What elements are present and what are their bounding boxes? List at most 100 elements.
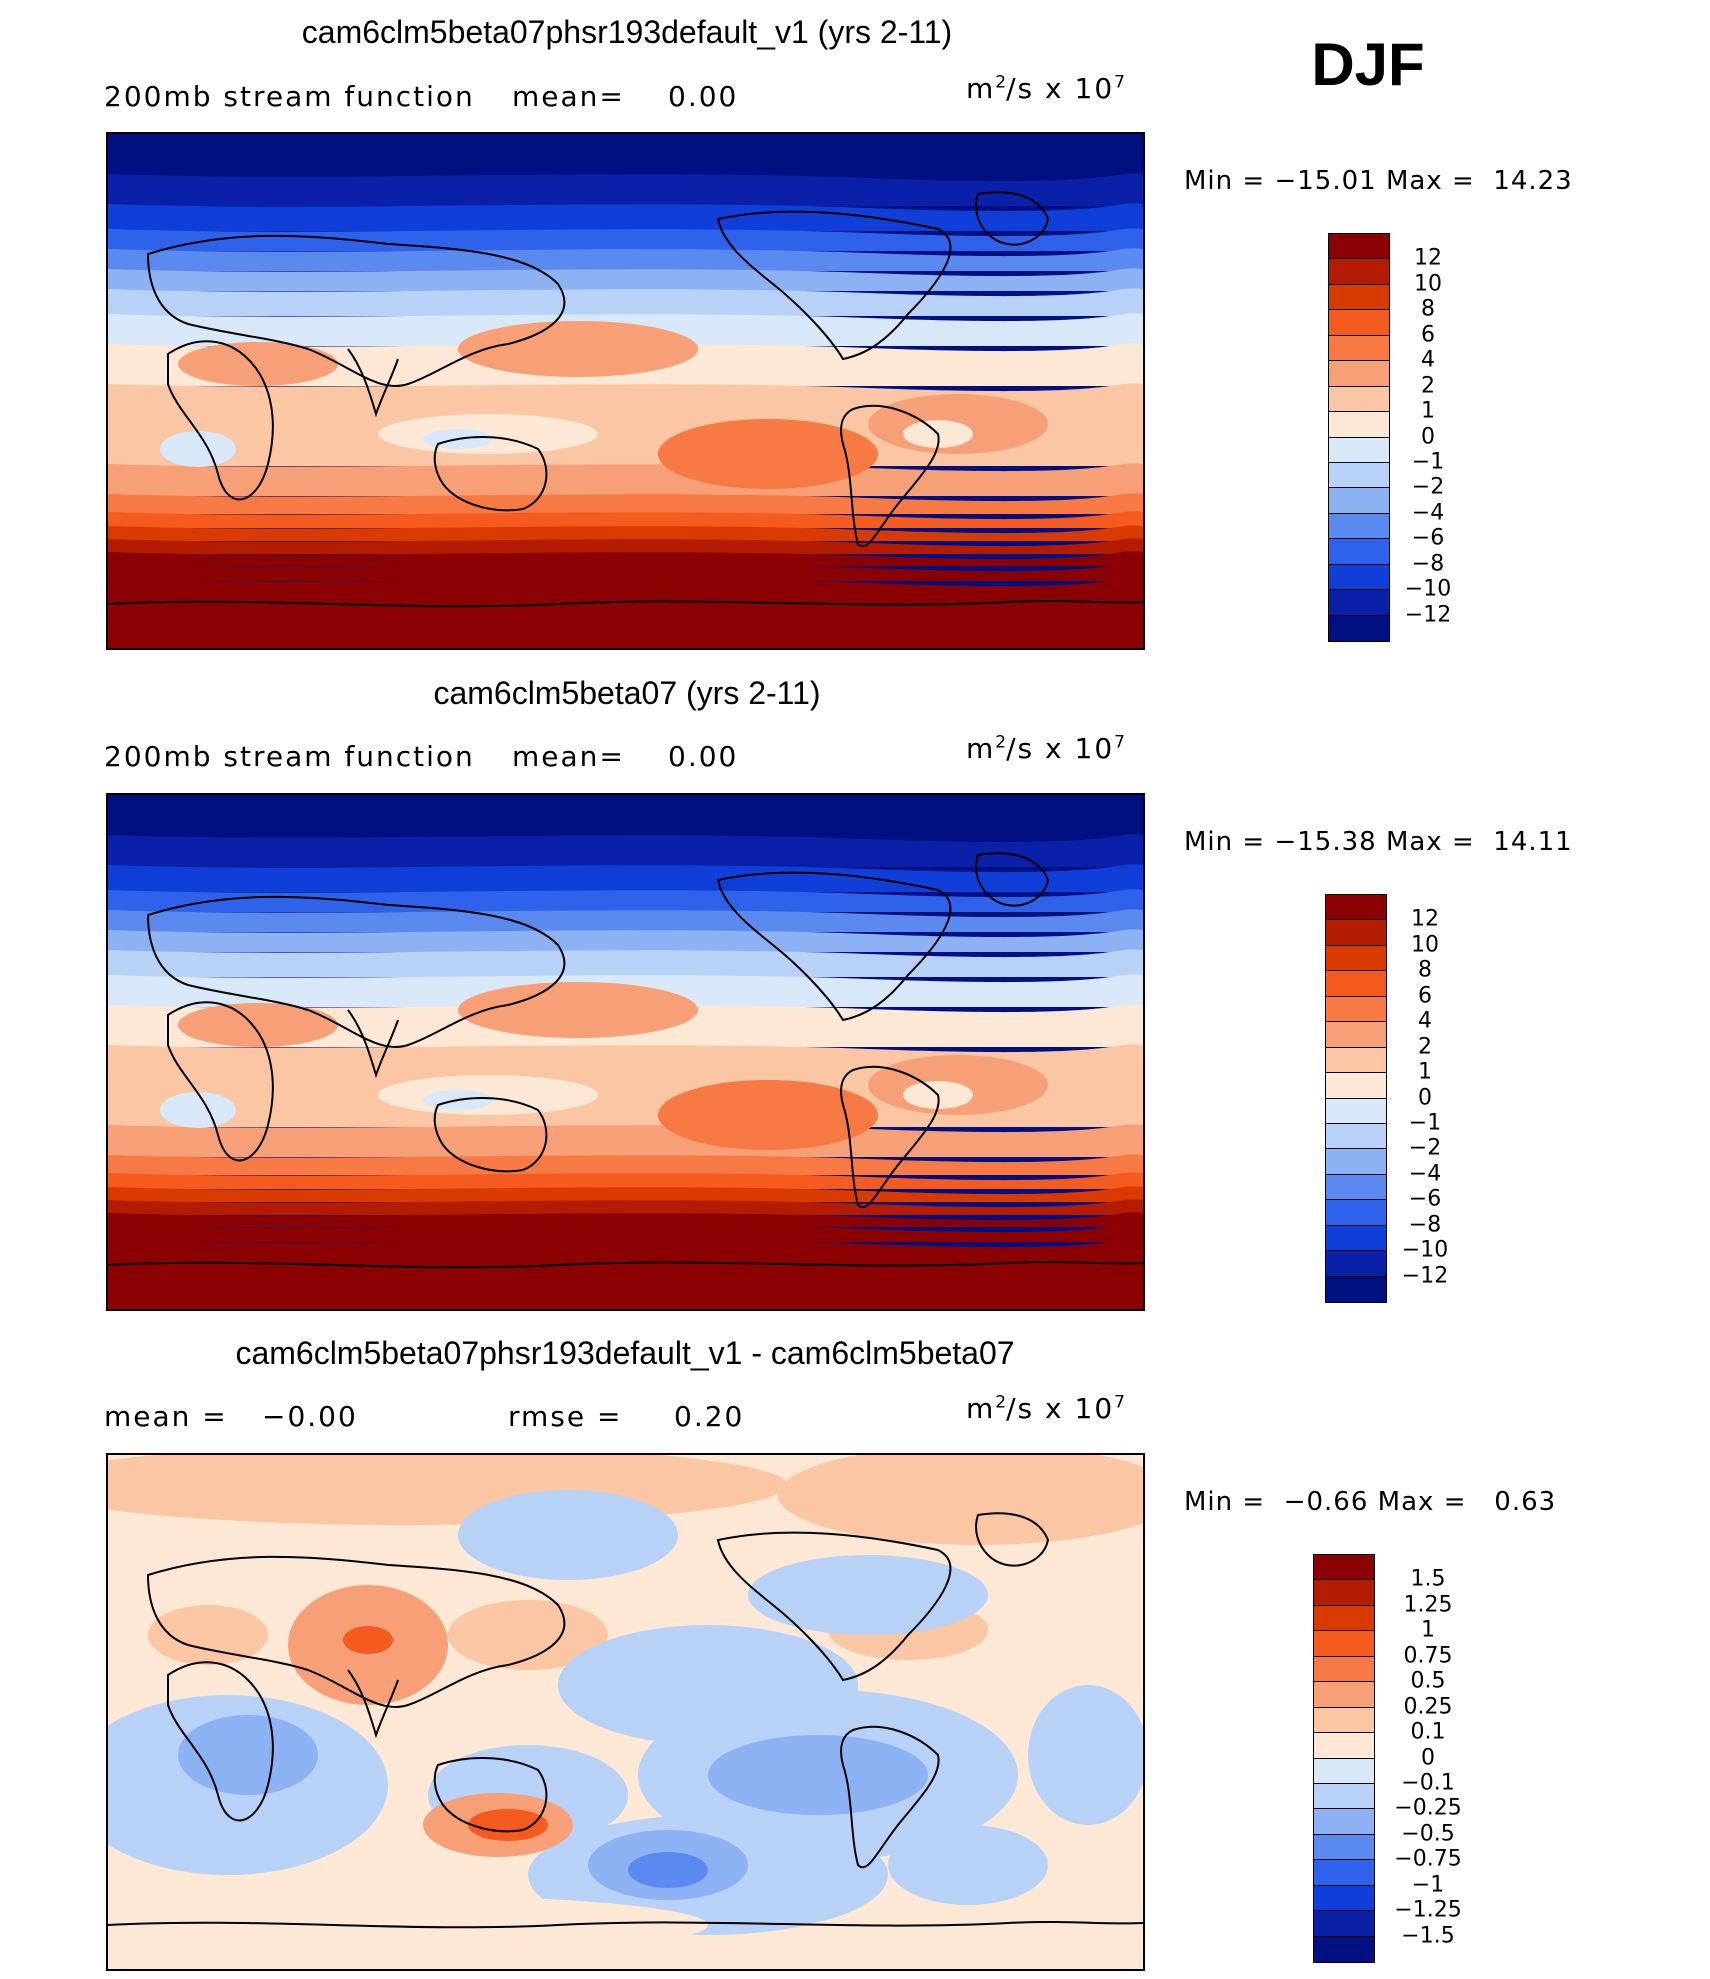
colorbar-tick-label: −4 xyxy=(1411,500,1445,526)
panel2-title: cam6clm5beta07 (yrs 2-11) xyxy=(433,675,821,711)
colorbar-swatch xyxy=(1329,361,1389,387)
colorbar-swatch xyxy=(1314,1885,1374,1912)
colorbar-swatch xyxy=(1326,945,1386,972)
coastline xyxy=(146,1555,566,1708)
colorbar-tick-label: −0.75 xyxy=(1394,1846,1462,1872)
panel1-mean-label: mean= xyxy=(512,80,625,113)
coastline xyxy=(167,1001,274,1162)
colorbar-tick-label: 8 xyxy=(1418,957,1432,983)
panel2-minmax: Min = −15.38 Max = 14.11 xyxy=(1184,827,1573,857)
contour-band xyxy=(108,134,1143,176)
colorbar-tick-label: 0 xyxy=(1418,1085,1432,1110)
panel3-min-value: −0.66 xyxy=(1283,1487,1369,1517)
contour-blob xyxy=(658,1080,878,1150)
panel1-units: m2/s x 107 xyxy=(966,72,1125,105)
contour-blob xyxy=(888,1825,1048,1905)
colorbar-tick-label: −6 xyxy=(1408,1186,1442,1212)
colorbar-swatch xyxy=(1326,1225,1386,1252)
coastline xyxy=(716,871,952,1022)
colorbar-tick-label: 12 xyxy=(1414,245,1442,271)
colorbar-swatch xyxy=(1314,1758,1374,1784)
contour-band xyxy=(108,268,1143,291)
panel2-variable: 200mb stream function xyxy=(104,740,475,773)
contour-blob xyxy=(458,982,698,1038)
colorbar-swatch xyxy=(1314,1555,1374,1581)
colorbar-swatch xyxy=(1329,564,1389,591)
panel1-map xyxy=(106,132,1145,650)
panel3-mean-value: −0.00 xyxy=(262,1400,358,1433)
colorbar-tick-label: −2 xyxy=(1411,474,1445,500)
colorbar-swatch xyxy=(1326,1047,1386,1074)
panel2-min-value: −15.38 xyxy=(1274,827,1377,857)
colorbar-tick-label: −1.5 xyxy=(1401,1923,1455,1949)
season-label: DJF xyxy=(1311,31,1425,98)
coastline xyxy=(108,1261,1143,1269)
contour-band xyxy=(108,538,1143,554)
colorbar-tick-label: −1.25 xyxy=(1394,1897,1462,1923)
colorbar-swatch xyxy=(1326,1149,1386,1175)
contour-blob xyxy=(468,1809,548,1841)
colorbar-swatch xyxy=(1314,1656,1374,1683)
panel1-max-value: 14.23 xyxy=(1493,166,1573,196)
colorbar-tick-label: 10 xyxy=(1411,932,1439,958)
colorbar-tick-label: −1 xyxy=(1411,1872,1445,1898)
contour-band xyxy=(108,1186,1143,1202)
panel3-rmse-value: 0.20 xyxy=(674,1400,745,1433)
contour-blob xyxy=(628,1852,708,1888)
colorbar-swatch xyxy=(1314,1631,1374,1657)
colorbar-tick-label: −8 xyxy=(1408,1212,1442,1238)
colorbar-swatch xyxy=(1326,1022,1386,1048)
contour-band xyxy=(108,203,1143,231)
contour-band xyxy=(108,834,1143,867)
colorbar-tick-label: −8 xyxy=(1411,551,1445,577)
colorbar-swatch xyxy=(1326,1251,1386,1277)
coastline xyxy=(108,1921,1143,1929)
colorbar-tick-label: −2 xyxy=(1408,1135,1442,1161)
colorbar-swatch xyxy=(1329,437,1389,463)
contour-band xyxy=(108,1044,1143,1127)
colorbar-tick-label: 1 xyxy=(1418,1059,1432,1085)
colorbar-tick-label: −0.25 xyxy=(1394,1795,1462,1821)
colorbar-swatch xyxy=(1329,284,1389,311)
coastline xyxy=(347,1669,399,1739)
contour-band xyxy=(108,463,1143,496)
colorbar-swatch xyxy=(1329,462,1389,489)
colorbar-tick-label: −0.5 xyxy=(1401,1821,1455,1847)
panel2-mean-value: 0.00 xyxy=(668,740,739,773)
colorbar-swatch xyxy=(1314,1834,1374,1861)
panel2-units: m2/s x 107 xyxy=(966,732,1125,765)
contour-band xyxy=(108,1199,1143,1215)
colorbar-swatch xyxy=(1314,1860,1374,1886)
contour-band xyxy=(108,929,1143,952)
colorbar-tick-label: 2 xyxy=(1421,373,1435,399)
contour-band xyxy=(108,889,1143,912)
panel3-minmax: Min = −0.66 Max = 0.63 xyxy=(1184,1487,1556,1517)
contour-band xyxy=(108,288,1143,316)
panel1-max-label: Max = xyxy=(1385,166,1475,196)
colorbar-tick-label: 4 xyxy=(1421,347,1435,373)
coastline xyxy=(146,895,566,1048)
colorbar-swatch xyxy=(1314,1682,1374,1708)
coastline xyxy=(975,191,1050,246)
panel2-mean-label: mean= xyxy=(512,740,625,773)
colorbar-swatch xyxy=(1326,1123,1386,1150)
colorbar-swatch xyxy=(1326,996,1386,1023)
panel1-colorbar xyxy=(1328,233,1390,642)
colorbar-tick-label: 1 xyxy=(1421,1617,1435,1643)
coastline xyxy=(840,1725,940,1869)
contour-band xyxy=(108,248,1143,271)
colorbar-tick-label: 0 xyxy=(1421,1745,1435,1770)
colorbar-tick-label: 0.5 xyxy=(1410,1668,1446,1694)
panel2-max-value: 14.11 xyxy=(1493,827,1573,857)
contour-blob xyxy=(748,1555,988,1635)
panel3-min-label: Min = xyxy=(1184,1487,1266,1517)
coastline xyxy=(840,404,940,548)
colorbar-swatch xyxy=(1329,412,1389,438)
contour-blob xyxy=(178,1715,318,1795)
colorbar-swatch xyxy=(1326,895,1386,921)
panel3-map xyxy=(106,1453,1145,1971)
colorbar-swatch xyxy=(1326,1276,1386,1302)
panel2-min-label: Min = xyxy=(1184,827,1266,857)
colorbar-swatch xyxy=(1326,1200,1386,1226)
panel1-minmax: Min = −15.01 Max = 14.23 xyxy=(1184,166,1573,196)
